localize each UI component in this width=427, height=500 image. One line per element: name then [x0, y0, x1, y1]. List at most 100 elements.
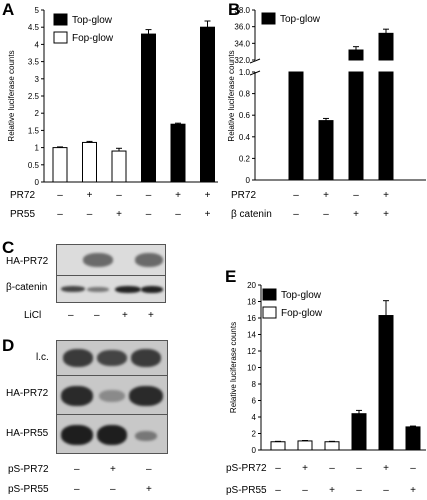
- sign-d-1-2: +: [110, 464, 116, 475]
- condition-label-a: PR55: [10, 209, 35, 220]
- band: [129, 386, 163, 406]
- condition-sign-e: –: [356, 485, 362, 496]
- bar-b-upper: [378, 32, 394, 61]
- y-tick-label-a: 5: [35, 6, 40, 15]
- sign-d-2-1: –: [74, 484, 80, 495]
- condition-sign-e: –: [275, 485, 281, 496]
- y-axis-label-b: Relative luciferase counts: [227, 50, 236, 141]
- bar-e: [270, 441, 286, 451]
- y-tick-label-e: 16: [247, 314, 256, 323]
- condition-sign-a: –: [57, 190, 63, 201]
- bar-e: [351, 413, 367, 451]
- panel-letter-c: C: [2, 238, 15, 257]
- sign-d-2-3: +: [146, 484, 152, 495]
- legend-label-e: Top-glow: [281, 290, 322, 301]
- band: [61, 425, 93, 445]
- y-tick-label-e: 0: [252, 446, 257, 455]
- condition-label-e: pS-PR72: [226, 463, 267, 474]
- condition-sign-e: +: [410, 485, 416, 496]
- condition-sign-b: –: [353, 190, 359, 201]
- bar-a: [111, 150, 127, 183]
- y-tick-label-e: 6: [252, 397, 257, 406]
- y-tick-label-a: 3.5: [28, 58, 40, 67]
- condition-label-a: PR72: [10, 190, 35, 201]
- band: [61, 286, 85, 292]
- y-tick-label-b: 36.0: [234, 23, 250, 32]
- y-tick-label-b: 32.0: [234, 56, 250, 65]
- y-tick-label-a: 3: [35, 75, 40, 84]
- blot-label-lc: l.c.: [36, 352, 49, 363]
- condition-sign-b: +: [383, 190, 389, 201]
- sign-d-2-2: –: [110, 484, 116, 495]
- condition-sign-e: –: [329, 463, 335, 474]
- legend-swatch-a: [53, 13, 68, 26]
- condition-sign-b: –: [293, 190, 299, 201]
- condition-sign-b: –: [323, 209, 329, 220]
- bar-e: [378, 315, 394, 451]
- condition-sign-e: –: [302, 485, 308, 496]
- sign-c-3: +: [122, 310, 128, 321]
- condition-sign-e: –: [356, 463, 362, 474]
- y-tick-label-e: 14: [247, 331, 256, 340]
- condition-sign-e: +: [383, 463, 389, 474]
- condition-sign-a: –: [57, 209, 63, 220]
- y-tick-label-e: 18: [247, 298, 256, 307]
- axis-break-b: [249, 70, 261, 76]
- sign-d-1-1: –: [74, 464, 80, 475]
- blot-label-beta-catenin-c: β-catenin: [6, 282, 48, 293]
- y-tick-label-b: 38.0: [234, 6, 250, 15]
- condition-sign-b: +: [353, 209, 359, 220]
- y-tick-label-b: 0.2: [239, 154, 251, 163]
- condition-label-b: β catenin: [231, 209, 272, 220]
- bar-e: [297, 440, 313, 451]
- y-tick-label-a: 4: [35, 40, 40, 49]
- bar-b-lower: [348, 71, 364, 181]
- panel-letter-a: A: [2, 0, 15, 19]
- y-tick-label-e: 10: [247, 364, 256, 373]
- blot-d-lc: [56, 340, 168, 376]
- y-tick-label-b: 1.0: [239, 68, 251, 77]
- y-tick-label-a: 1: [35, 144, 40, 153]
- bar-e: [324, 441, 340, 451]
- y-tick-label-e: 12: [247, 347, 256, 356]
- blot-d-ha-pr55: [56, 414, 168, 454]
- sign-c-1: –: [68, 310, 74, 321]
- y-tick-label-a: 0: [35, 178, 40, 187]
- band: [131, 349, 161, 367]
- condition-sign-e: –: [383, 485, 389, 496]
- y-tick-label-a: 1.5: [28, 126, 40, 135]
- y-tick-label-e: 8: [252, 380, 257, 389]
- sign-c-4: +: [148, 310, 154, 321]
- row-label-licl: LiCl: [24, 310, 42, 321]
- band: [141, 286, 163, 293]
- y-tick-label-a: 2.5: [28, 92, 40, 101]
- bar-e: [405, 426, 421, 451]
- band: [83, 253, 113, 267]
- legend-swatch-e: [262, 306, 277, 319]
- panel-letter-b: B: [228, 0, 241, 19]
- row-label-ps-pr55-d: pS-PR55: [8, 484, 49, 495]
- bar-b: [318, 120, 334, 181]
- y-tick-label-e: 2: [252, 430, 257, 439]
- bar-b: [288, 71, 304, 181]
- blot-label-ha-pr72-c: HA-PR72: [6, 256, 49, 267]
- y-tick-label-b: 0: [246, 176, 251, 185]
- band: [61, 386, 93, 406]
- bar-break-gap-b: [348, 61, 364, 71]
- bar-a: [82, 141, 97, 183]
- band: [97, 350, 127, 366]
- bar-a: [141, 33, 156, 183]
- legend-swatch-a: [53, 31, 68, 44]
- y-axis-label-e: Relative luciferase counts: [229, 322, 238, 413]
- condition-sign-e: –: [275, 463, 281, 474]
- band: [97, 425, 127, 445]
- y-tick-label-a: 2: [35, 109, 40, 118]
- bar-b-lower: [378, 71, 394, 181]
- condition-sign-a: –: [146, 209, 152, 220]
- condition-sign-b: +: [383, 209, 389, 220]
- legend-label-e: Fop-glow: [281, 308, 323, 319]
- axis-break-b: [249, 58, 261, 64]
- legend-label-a: Top-glow: [72, 15, 113, 26]
- condition-sign-a: +: [175, 190, 181, 201]
